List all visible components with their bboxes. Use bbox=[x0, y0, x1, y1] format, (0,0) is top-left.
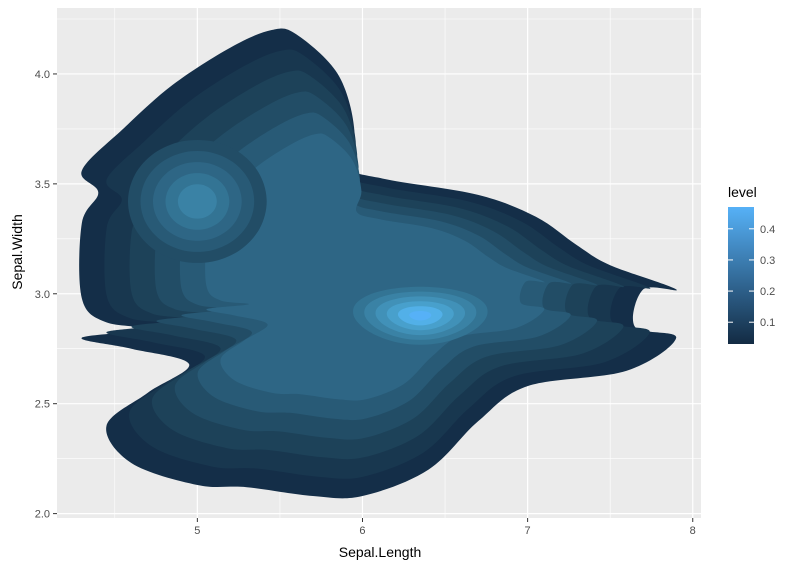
density-regions bbox=[79, 28, 677, 499]
legend: level 0.1 0.2 0.3 0.4 bbox=[728, 184, 775, 344]
x-tick-label: 8 bbox=[690, 525, 696, 537]
legend-tick-label: 0.1 bbox=[760, 317, 775, 329]
legend-colorbar bbox=[728, 207, 754, 344]
y-axis-title: Sepal.Width bbox=[9, 214, 25, 289]
x-axis-title: Sepal.Length bbox=[339, 544, 422, 560]
legend-tick-label: 0.4 bbox=[760, 224, 775, 236]
legend-tick-label: 0.2 bbox=[760, 286, 775, 298]
density-level-12 bbox=[409, 311, 432, 321]
x-axis: 5 6 7 8 bbox=[194, 518, 696, 537]
y-tick-label: 2.5 bbox=[35, 399, 50, 411]
y-axis: 2.0 2.5 3.0 3.5 4.0 bbox=[35, 69, 57, 521]
x-tick-label: 5 bbox=[194, 525, 200, 537]
x-tick-label: 6 bbox=[359, 525, 365, 537]
density-secondary-level-5 bbox=[177, 184, 217, 219]
y-tick-label: 4.0 bbox=[35, 69, 50, 81]
legend-title: level bbox=[728, 184, 757, 200]
y-tick-label: 3.0 bbox=[35, 289, 50, 301]
y-tick-label: 2.0 bbox=[35, 509, 50, 521]
x-tick-label: 7 bbox=[525, 525, 531, 537]
legend-ticks: 0.1 0.2 0.3 0.4 bbox=[728, 224, 775, 329]
legend-tick-label: 0.3 bbox=[760, 255, 775, 267]
y-tick-label: 3.5 bbox=[35, 179, 50, 191]
